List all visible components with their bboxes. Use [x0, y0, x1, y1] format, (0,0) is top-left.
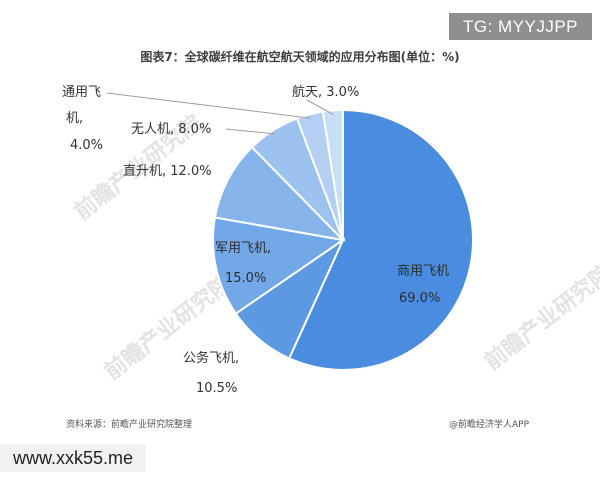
- slice-label: 15.0%: [225, 271, 266, 286]
- slice-label: 无人机, 8.0%: [131, 122, 211, 137]
- leader-line: [225, 128, 276, 135]
- pie-slice: [287, 108, 474, 371]
- slice-label: 4.0%: [70, 138, 103, 153]
- source-note: 资料来源：前瞻产业研究院整理: [66, 420, 193, 430]
- pie-slice: [212, 216, 346, 315]
- slice-label: 航天, 3.0%: [292, 84, 359, 100]
- slice-label: 机,: [66, 111, 83, 126]
- pie-slice: [321, 108, 344, 241]
- slice-label: 69.0%: [399, 291, 440, 306]
- chart-title: 图表7：全球碳纤维在航空航天领域的应用分布图(单位：%): [140, 50, 460, 64]
- slice-label: 直升机, 12.0%: [123, 164, 212, 179]
- tg-badge: TG: MYYJJPP: [449, 13, 592, 40]
- slice-label: 商用飞机: [397, 264, 449, 279]
- brand-note: @前瞻经济学人APP: [449, 420, 530, 430]
- leader-line: [306, 99, 334, 115]
- slice-label: 公务飞机,: [183, 350, 239, 366]
- slice-label: 10.5%: [196, 381, 237, 396]
- site-banner: www.xxk55.me: [0, 444, 146, 472]
- pie-slice: [213, 145, 346, 242]
- slice-label: 通用飞: [62, 85, 101, 100]
- slice-label: 军用飞机,: [215, 241, 271, 256]
- leader-line: [106, 92, 311, 119]
